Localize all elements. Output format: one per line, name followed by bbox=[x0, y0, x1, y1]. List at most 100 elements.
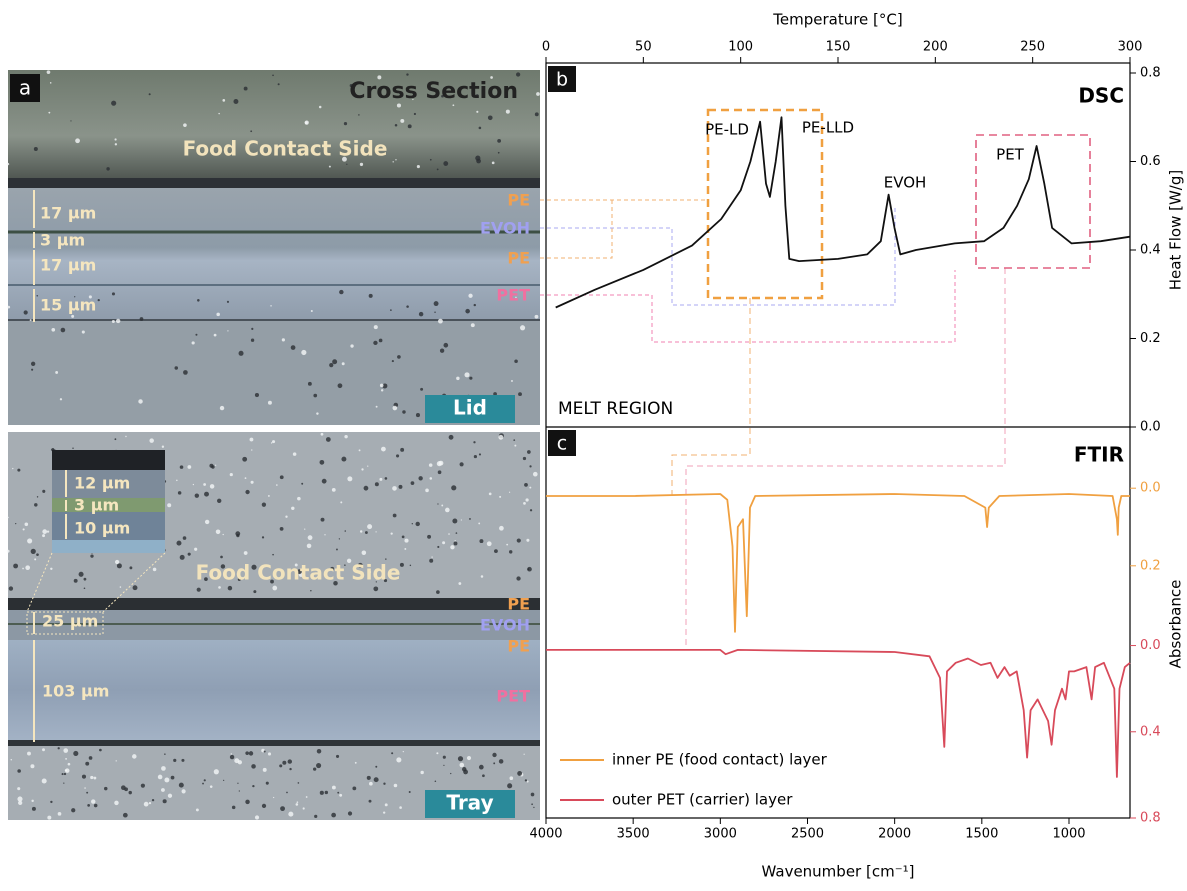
speckle bbox=[218, 113, 219, 114]
speckle bbox=[17, 769, 21, 773]
speckle bbox=[338, 383, 343, 388]
speckle bbox=[443, 161, 448, 166]
speckle bbox=[114, 801, 118, 805]
speckle bbox=[339, 290, 343, 294]
speckle bbox=[396, 757, 401, 762]
speckle bbox=[313, 394, 317, 398]
x-tick-label: 100 bbox=[728, 40, 753, 55]
speckle bbox=[255, 393, 259, 397]
speckle bbox=[210, 484, 215, 489]
speckle bbox=[434, 312, 435, 313]
speckle bbox=[251, 449, 252, 450]
speckle bbox=[435, 780, 437, 782]
speckle bbox=[84, 587, 86, 589]
speckle bbox=[414, 113, 416, 115]
speckle bbox=[7, 517, 8, 518]
speckle bbox=[298, 782, 300, 784]
speckle bbox=[32, 807, 36, 811]
speckle bbox=[518, 392, 522, 396]
speckle bbox=[526, 498, 529, 501]
speckle bbox=[397, 103, 401, 107]
speckle bbox=[336, 549, 338, 551]
layer-label: PE bbox=[507, 595, 530, 614]
annotation: PET bbox=[996, 146, 1025, 164]
speckle bbox=[17, 787, 20, 790]
speckle bbox=[192, 341, 195, 344]
y-tick-label: 0.2 bbox=[1140, 331, 1161, 346]
speckle bbox=[282, 338, 285, 341]
speckle bbox=[326, 437, 331, 442]
speckle bbox=[322, 479, 327, 484]
legend-label: inner PE (food contact) layer bbox=[612, 751, 828, 769]
speckle bbox=[25, 565, 30, 570]
speckle bbox=[383, 811, 385, 813]
speckle bbox=[319, 106, 322, 109]
layer-label: EVOH bbox=[480, 219, 530, 238]
speckle bbox=[238, 760, 242, 764]
speckle bbox=[176, 541, 181, 546]
speckle bbox=[65, 768, 69, 772]
speckle bbox=[393, 406, 398, 411]
speckle bbox=[509, 776, 513, 780]
x-tick-label: 50 bbox=[635, 40, 652, 55]
speckle bbox=[395, 124, 398, 127]
speckle bbox=[492, 161, 495, 164]
layer-label: PE bbox=[507, 637, 530, 656]
speckle bbox=[167, 503, 171, 507]
speckle bbox=[468, 294, 472, 298]
speckle bbox=[17, 469, 20, 472]
speckle bbox=[303, 807, 305, 809]
speckle bbox=[499, 496, 501, 498]
speckle bbox=[409, 791, 411, 793]
speckle bbox=[301, 350, 306, 355]
speckle bbox=[535, 315, 539, 319]
speckle bbox=[141, 784, 145, 788]
speckle bbox=[89, 756, 93, 760]
lid-edge bbox=[8, 178, 540, 188]
speckle bbox=[149, 93, 151, 95]
y-axis-label: Heat Flow [W/g] bbox=[1167, 170, 1185, 290]
speckle bbox=[397, 355, 401, 359]
speckle bbox=[385, 477, 388, 480]
x-tick-label: 0 bbox=[542, 40, 550, 55]
speckle bbox=[469, 518, 471, 520]
speckle bbox=[416, 413, 420, 417]
speckle bbox=[314, 815, 317, 818]
speckle bbox=[437, 461, 442, 466]
speckle bbox=[348, 811, 352, 815]
speckle bbox=[94, 804, 98, 808]
speckle bbox=[34, 558, 36, 560]
speckle bbox=[391, 532, 393, 534]
speckle bbox=[180, 555, 185, 560]
x-tick-label: 2500 bbox=[791, 827, 824, 842]
speckle bbox=[263, 768, 267, 772]
speckle bbox=[344, 122, 347, 125]
speckle bbox=[84, 787, 86, 789]
speckle bbox=[516, 576, 520, 580]
speckle bbox=[355, 762, 357, 764]
speckle bbox=[434, 301, 439, 306]
speckle bbox=[464, 372, 469, 377]
speckle bbox=[187, 465, 191, 469]
speckle bbox=[436, 752, 438, 754]
speckle bbox=[337, 792, 339, 794]
x-tick-label: 200 bbox=[923, 40, 948, 55]
speckle bbox=[509, 550, 512, 553]
speckle bbox=[517, 539, 521, 543]
speckle bbox=[393, 161, 394, 162]
speckle bbox=[516, 72, 520, 76]
speckle bbox=[262, 503, 266, 507]
speckle bbox=[478, 523, 480, 525]
speckle bbox=[193, 484, 194, 485]
speckle bbox=[402, 535, 405, 538]
speckle bbox=[376, 406, 378, 408]
speckle bbox=[360, 530, 362, 532]
speckle bbox=[181, 759, 184, 762]
speckle bbox=[34, 503, 37, 506]
speckle bbox=[332, 786, 336, 790]
x-tick-label: 1500 bbox=[965, 827, 998, 842]
x-tick-label: 3500 bbox=[617, 827, 650, 842]
speckle bbox=[527, 450, 531, 454]
speckle bbox=[448, 533, 450, 535]
speckle bbox=[268, 495, 270, 497]
